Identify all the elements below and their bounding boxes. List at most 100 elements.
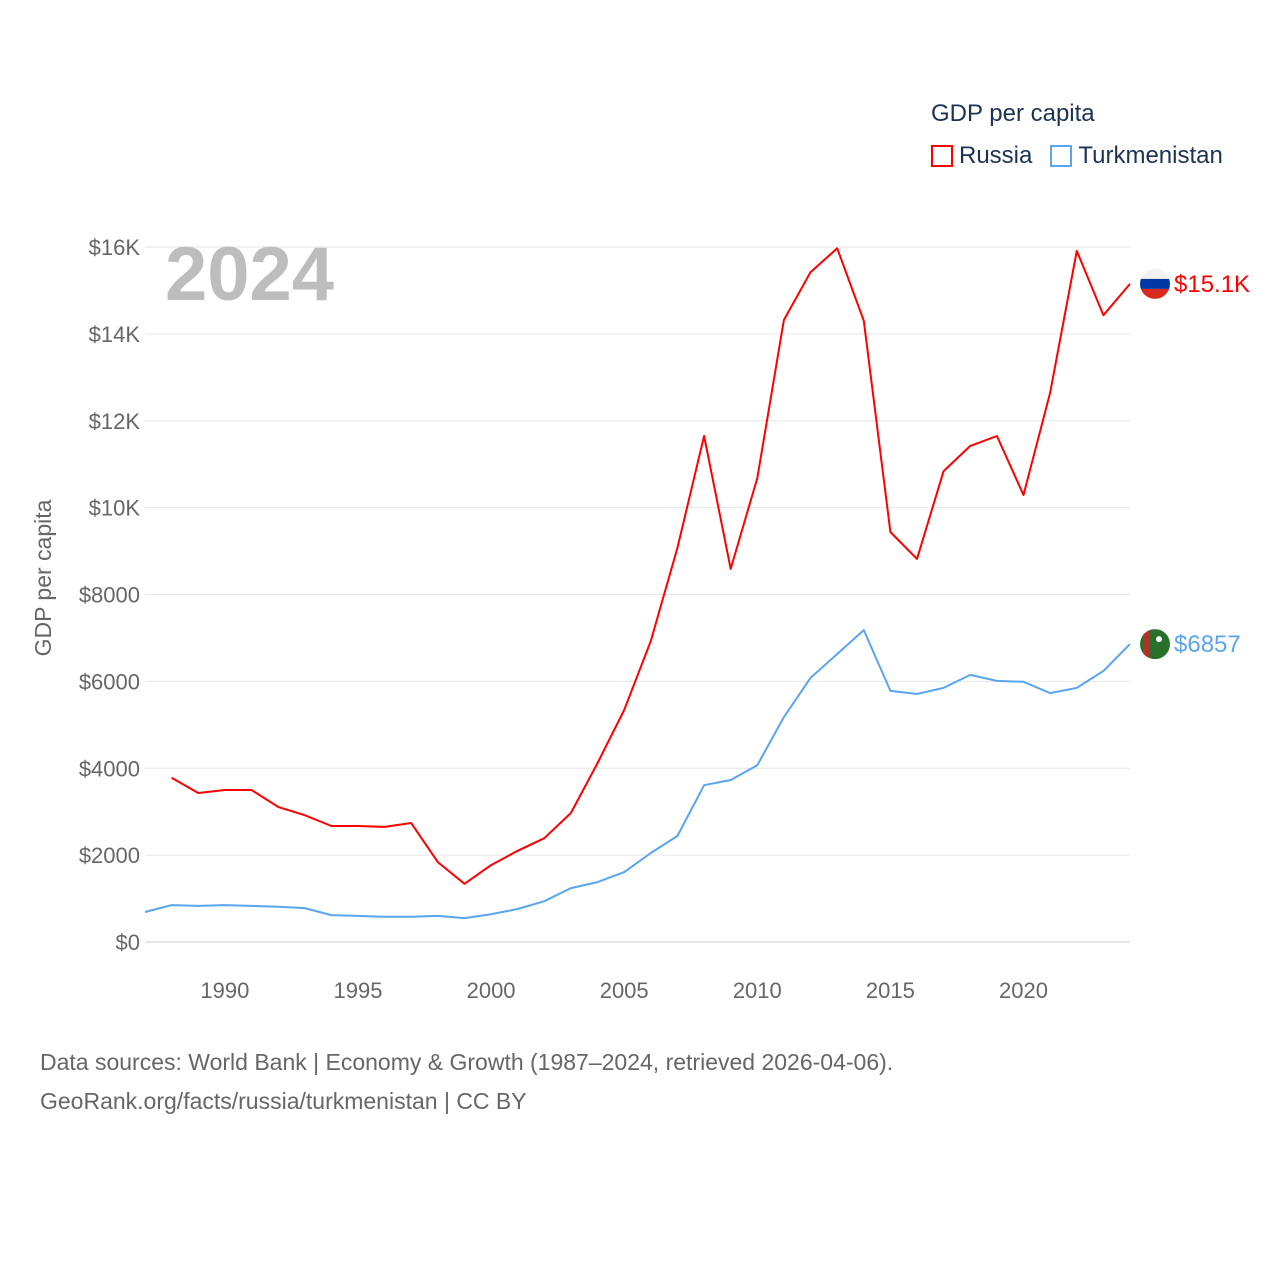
x-tick-label: 2020 <box>999 978 1048 1003</box>
data-point[interactable] <box>248 903 254 909</box>
data-point[interactable] <box>941 468 947 474</box>
data-point[interactable] <box>195 790 201 796</box>
data-point[interactable] <box>967 672 973 678</box>
footer: Data sources: World Bank | Economy & Gro… <box>40 1043 893 1121</box>
data-point[interactable] <box>541 898 547 904</box>
legend-label: Russia <box>959 142 1033 169</box>
turkmenistan-flag-icon <box>1140 629 1170 660</box>
data-point[interactable] <box>1021 679 1027 685</box>
data-point[interactable] <box>967 443 973 449</box>
data-point[interactable] <box>355 913 361 919</box>
data-point[interactable] <box>728 777 734 783</box>
data-point[interactable] <box>1100 668 1106 674</box>
data-point[interactable] <box>754 762 760 768</box>
data-point[interactable] <box>1047 390 1053 396</box>
x-tick-label: 2010 <box>733 978 782 1003</box>
data-point[interactable] <box>648 850 654 856</box>
data-point[interactable] <box>461 881 467 887</box>
legend-swatch-russia <box>931 145 953 167</box>
y-axis-label: GDP per capita <box>30 499 56 656</box>
data-point[interactable] <box>1074 685 1080 691</box>
data-point[interactable] <box>302 812 308 818</box>
data-point[interactable] <box>887 688 893 694</box>
data-point[interactable] <box>461 915 467 921</box>
legend: Russia Turkmenistan <box>931 142 1223 170</box>
data-point[interactable] <box>1021 492 1027 498</box>
data-point[interactable] <box>1100 312 1106 318</box>
legend-title: GDP per capita <box>931 100 1095 127</box>
footer-link[interactable]: GeoRank.org/facts/russia/turkmenistan | … <box>40 1088 527 1114</box>
data-point[interactable] <box>222 902 228 908</box>
legend-item-russia[interactable]: Russia <box>931 142 1032 170</box>
data-point[interactable] <box>515 906 521 912</box>
x-tick-label: 2000 <box>467 978 516 1003</box>
russia-flag-icon <box>1140 268 1170 299</box>
year-label: 2024 <box>165 232 334 317</box>
x-tick-label: 2015 <box>866 978 915 1003</box>
data-point[interactable] <box>328 912 334 918</box>
data-point[interactable] <box>914 556 920 562</box>
data-point[interactable] <box>515 848 521 854</box>
data-point[interactable] <box>541 835 547 841</box>
data-point[interactable] <box>595 879 601 885</box>
data-point[interactable] <box>488 911 494 917</box>
data-point[interactable] <box>1074 248 1080 254</box>
data-point[interactable] <box>568 810 574 816</box>
data-point[interactable] <box>222 787 228 793</box>
data-point[interactable] <box>701 433 707 439</box>
data-point[interactable] <box>435 913 441 919</box>
data-point[interactable] <box>781 714 787 720</box>
data-point[interactable] <box>568 885 574 891</box>
data-point[interactable] <box>994 433 1000 439</box>
y-tick-label: $8000 <box>79 583 140 608</box>
data-point[interactable] <box>275 804 281 810</box>
data-point[interactable] <box>648 638 654 644</box>
data-point[interactable] <box>595 760 601 766</box>
data-point[interactable] <box>169 902 175 908</box>
data-point[interactable] <box>994 678 1000 684</box>
data-point[interactable] <box>408 820 414 826</box>
series-line-turkmenistan <box>144 629 1131 920</box>
x-tick-label: 2005 <box>600 978 649 1003</box>
data-point[interactable] <box>248 787 254 793</box>
data-point[interactable] <box>674 545 680 551</box>
data-point[interactable] <box>382 914 388 920</box>
data-point[interactable] <box>781 317 787 323</box>
data-point[interactable] <box>941 685 947 691</box>
data-point[interactable] <box>195 903 201 909</box>
data-point[interactable] <box>834 245 840 251</box>
data-point[interactable] <box>408 914 414 920</box>
data-point[interactable] <box>488 862 494 868</box>
data-point[interactable] <box>355 823 361 829</box>
data-point[interactable] <box>169 775 175 781</box>
data-point[interactable] <box>275 904 281 910</box>
data-point[interactable] <box>382 824 388 830</box>
data-point[interactable] <box>621 869 627 875</box>
data-point[interactable] <box>808 269 814 275</box>
data-point[interactable] <box>1127 281 1133 287</box>
data-point[interactable] <box>887 529 893 535</box>
y-tick-label: $2000 <box>79 843 140 868</box>
data-point[interactable] <box>701 782 707 788</box>
footer-sources: Data sources: World Bank | Economy & Gro… <box>40 1049 894 1075</box>
data-point[interactable] <box>328 823 334 829</box>
data-point[interactable] <box>142 909 148 915</box>
y-tick-label: $10K <box>89 496 141 521</box>
series-line-russia <box>171 247 1131 885</box>
data-point[interactable] <box>435 859 441 865</box>
data-point[interactable] <box>861 318 867 324</box>
data-point[interactable] <box>808 675 814 681</box>
legend-item-turkmenistan[interactable]: Turkmenistan <box>1050 142 1223 170</box>
data-point[interactable] <box>302 905 308 911</box>
data-point[interactable] <box>754 475 760 481</box>
data-point[interactable] <box>914 691 920 697</box>
data-point[interactable] <box>1127 641 1133 647</box>
x-tick-label: 1990 <box>200 978 249 1003</box>
data-point[interactable] <box>1047 690 1053 696</box>
data-point[interactable] <box>728 566 734 572</box>
legend-label: Turkmenistan <box>1078 142 1223 169</box>
data-point[interactable] <box>621 707 627 713</box>
data-point[interactable] <box>861 627 867 633</box>
data-point[interactable] <box>674 833 680 839</box>
data-point[interactable] <box>834 651 840 657</box>
